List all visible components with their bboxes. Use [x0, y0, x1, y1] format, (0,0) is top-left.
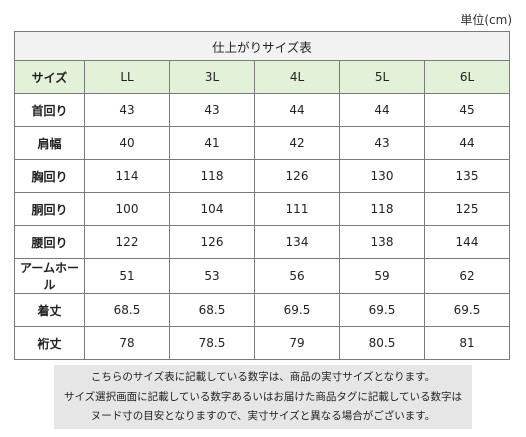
note-line: ヌード寸の目安となりますので、実寸サイズと異なる場合がございます。	[90, 410, 436, 422]
size-note-box: こちらのサイズ表に記載している数字は、商品の実寸サイズとなります。 サイズ選択画…	[54, 365, 472, 429]
table-cell: 43	[84, 93, 170, 127]
table-cell: 42	[254, 126, 340, 160]
header-cell-ll: LL	[84, 60, 170, 94]
row-label: 胴回り	[14, 192, 85, 226]
table-cell: 41	[169, 126, 255, 160]
table-row: 胸回り 114 118 126 130 135	[14, 159, 510, 193]
table-title: 仕上がりサイズ表	[14, 31, 510, 61]
table-cell: 138	[339, 225, 425, 259]
table-cell: 45	[424, 93, 510, 127]
table-row: 着丈 68.5 68.5 69.5 69.5 69.5	[14, 293, 510, 327]
table-cell: 118	[339, 192, 425, 226]
table-cell: 44	[339, 93, 425, 127]
table-cell: 79	[254, 326, 340, 360]
table-cell: 43	[169, 93, 255, 127]
table-cell: 62	[424, 258, 510, 294]
note-line: こちらのサイズ表に記載している数字は、商品の実寸サイズとなります。	[90, 371, 436, 383]
table-row: 胴回り 100 104 111 118 125	[14, 192, 510, 226]
table-cell: 56	[254, 258, 340, 294]
table-cell: 68.5	[84, 293, 170, 327]
table-cell: 40	[84, 126, 170, 160]
table-row: 腰回り 122 126 134 138 144	[14, 225, 510, 259]
row-label: 裄丈	[14, 326, 85, 360]
table-cell: 134	[254, 225, 340, 259]
table-cell: 68.5	[169, 293, 255, 327]
table-cell: 69.5	[254, 293, 340, 327]
table-cell: 43	[339, 126, 425, 160]
row-label: 首回り	[14, 93, 85, 127]
table-row: 肩幅 40 41 42 43 44	[14, 126, 510, 160]
table-cell: 114	[84, 159, 170, 193]
table-cell: 53	[169, 258, 255, 294]
row-label: 肩幅	[14, 126, 85, 160]
table-cell: 59	[339, 258, 425, 294]
table-cell: 144	[424, 225, 510, 259]
header-cell-size: サイズ	[14, 60, 85, 94]
table-row: 首回り 43 43 44 44 45	[14, 93, 510, 127]
header-cell-5l: 5L	[339, 60, 425, 94]
header-cell-3l: 3L	[169, 60, 255, 94]
table-cell: 135	[424, 159, 510, 193]
table-cell: 126	[254, 159, 340, 193]
table-cell: 44	[424, 126, 510, 160]
table-cell: 69.5	[339, 293, 425, 327]
row-label: アームホール	[14, 258, 85, 294]
table-cell: 80.5	[339, 326, 425, 360]
table-title-row: 仕上がりサイズ表	[14, 31, 510, 61]
row-label: 胸回り	[14, 159, 85, 193]
row-label: 腰回り	[14, 225, 85, 259]
table-cell: 126	[169, 225, 255, 259]
table-cell: 44	[254, 93, 340, 127]
table-cell: 130	[339, 159, 425, 193]
table-cell: 118	[169, 159, 255, 193]
note-line: サイズ選択画面に記載している数字あるいはお届けた商品タグに記載している数字は	[63, 390, 463, 403]
table-cell: 125	[424, 192, 510, 226]
table-cell: 78	[84, 326, 170, 360]
table-cell: 111	[254, 192, 340, 226]
unit-label: 単位(cm)	[460, 13, 512, 27]
table-row: アームホール 51 53 56 59 62	[14, 258, 510, 294]
table-cell: 81	[424, 326, 510, 360]
table-header-row: サイズ LL 3L 4L 5L 6L	[14, 60, 510, 94]
header-cell-6l: 6L	[424, 60, 510, 94]
table-cell: 100	[84, 192, 170, 226]
size-table: 仕上がりサイズ表 サイズ LL 3L 4L 5L 6L 首回り 43 43 44…	[14, 31, 510, 360]
table-cell: 51	[84, 258, 170, 294]
table-cell: 78.5	[169, 326, 255, 360]
table-cell: 104	[169, 192, 255, 226]
table-cell: 69.5	[424, 293, 510, 327]
row-label: 着丈	[14, 293, 85, 327]
header-cell-4l: 4L	[254, 60, 340, 94]
table-cell: 122	[84, 225, 170, 259]
table-row: 裄丈 78 78.5 79 80.5 81	[14, 326, 510, 360]
